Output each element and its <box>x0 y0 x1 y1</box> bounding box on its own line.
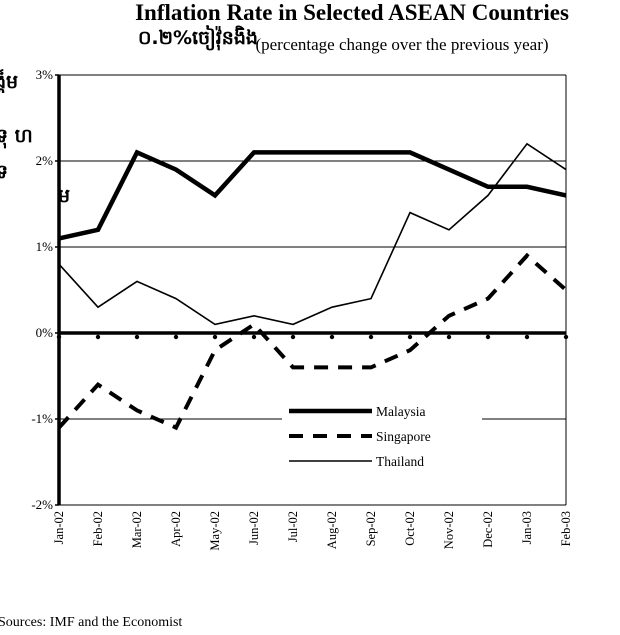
x-axis-tick-mark <box>407 334 413 340</box>
x-tick-label: Aug-02 <box>325 511 339 549</box>
x-axis-tick-mark <box>173 334 179 340</box>
x-tick-label: Mar-02 <box>130 511 144 548</box>
y-tick-label: 1% <box>36 239 54 254</box>
y-tick-label: 0% <box>36 325 54 340</box>
legend-label: Singapore <box>376 429 431 444</box>
x-axis-tick-mark <box>290 334 296 340</box>
series-line-malaysia <box>58 149 567 241</box>
x-axis-tick-mark <box>485 334 491 340</box>
x-tick-label: Jan-03 <box>520 511 534 544</box>
left-fragment-3: ទ <box>0 161 8 183</box>
x-axis-tick-mark <box>446 334 452 340</box>
left-fragment-2: ទុ ហ <box>0 125 33 149</box>
chart-title: Inflation Rate in Selected ASEAN Countri… <box>135 0 569 25</box>
y-tick-label: 3% <box>36 67 54 82</box>
legend: Malaysia Singapore Thailand <box>282 398 482 478</box>
x-tick-label: May-02 <box>208 511 222 551</box>
x-tick-label: Jul-02 <box>286 511 300 542</box>
y-tick-label: 2% <box>36 153 54 168</box>
x-tick-label: Sep-02 <box>364 511 378 546</box>
series-line-thailand <box>58 142 567 326</box>
chart-subtitle: (percentage change over the previous yea… <box>255 35 548 54</box>
x-tick-label: Dec-02 <box>481 511 495 548</box>
x-axis-tick-mark <box>329 334 335 340</box>
x-tick-label: Feb-03 <box>559 511 573 546</box>
x-axis-tick-mark <box>563 334 569 340</box>
y-tick-label: -2% <box>31 497 53 512</box>
x-axis-ticks: Jan-02 Feb-02 Mar-02 Apr-02 May-02 Jun-02 Jul-… <box>52 511 573 551</box>
x-axis-tick-mark <box>134 334 140 340</box>
x-axis-tick-mark <box>95 334 101 340</box>
x-tick-label: Feb-02 <box>91 511 105 546</box>
x-tick-label: Jan-02 <box>52 511 66 544</box>
title-overlay-fragment: ០.២%ចៀវ៉ុនងិង <box>138 25 258 51</box>
left-fragment-1: ង្គ៏ម <box>0 69 18 93</box>
x-axis-tick-mark <box>524 334 530 340</box>
legend-label: Malaysia <box>376 404 426 419</box>
x-tick-label: Apr-02 <box>169 511 183 547</box>
legend-label: Thailand <box>376 454 424 469</box>
x-axis-tick-mark <box>56 334 62 340</box>
left-fragment-4: ម <box>58 185 70 207</box>
x-tick-label: Jun-02 <box>247 511 261 545</box>
x-axis-tick-mark <box>368 334 374 340</box>
series-layer <box>57 142 568 431</box>
x-axis-tick-mark <box>212 334 218 340</box>
x-tick-label: Oct-02 <box>403 511 417 546</box>
y-axis-ticks: -2% -1% 0% 1% 2% 3% <box>31 67 59 512</box>
source-note: Sources: IMF and the Economist <box>0 615 182 630</box>
y-tick-label: -1% <box>31 411 53 426</box>
x-tick-label: Nov-02 <box>442 511 456 549</box>
x-axis-tick-mark <box>251 334 257 340</box>
left-edge-fragments: ង្គ៏ម ទុ ហ ទ ម <box>0 69 70 207</box>
